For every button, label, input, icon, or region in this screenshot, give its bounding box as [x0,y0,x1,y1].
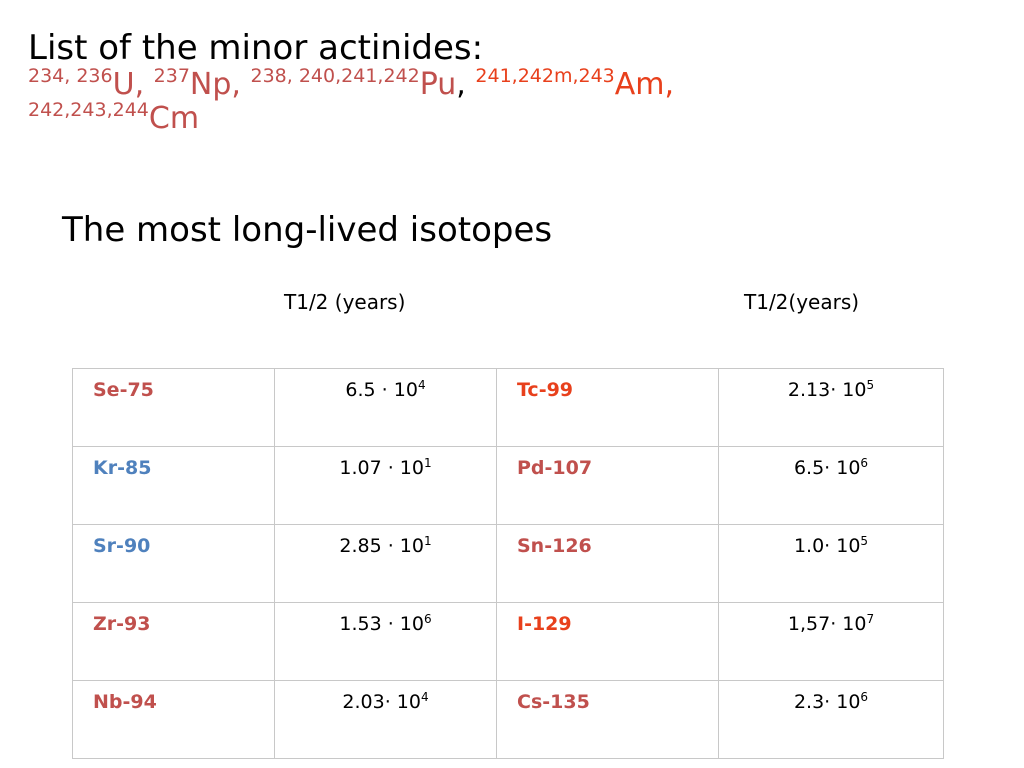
half-life-mantissa: 1.53 · 10 [339,613,424,635]
actinide-list: 234, 236U, 237Np, 238, 240,241,242Pu, 24… [28,67,1008,136]
half-life-value: 1.53 · 106 [274,602,497,681]
half-life-value: 2.85 · 101 [274,524,497,603]
half-life-exponent: 6 [860,690,869,704]
half-life-exponent: 6 [423,612,432,626]
table-row: Zr-93 1.53 · 106 I-129 1,57· 107 [72,602,944,681]
actinide-cm: 242,243,244Cm [28,101,199,136]
half-life-mantissa: 2.03· 10 [342,691,421,713]
section-subtitle: The most long-lived isotopes [62,210,553,250]
actinide-u: 234, 236U, [28,67,144,102]
half-life-exponent: 4 [420,690,429,704]
actinide-np: 237Np, [154,67,241,102]
half-life-value: 2.03· 104 [274,680,497,759]
page-title: List of the minor actinides: [28,28,484,68]
mass-numbers: 237 [153,65,190,87]
isotope-name: Pd-107 [496,446,719,525]
half-life-value: 2.3· 106 [718,680,944,759]
half-life-value: 1.07 · 101 [274,446,497,525]
mass-numbers: 241,242m,243 [475,65,615,87]
element-symbol: Np, [189,67,241,102]
actinide-pu: 238, 240,241,242Pu, [251,67,466,102]
isotope-name: Sn-126 [496,524,719,603]
isotope-name: Nb-94 [72,680,275,759]
isotope-name: Se-75 [72,368,275,447]
half-life-mantissa: 2.13· 10 [787,379,867,401]
element-symbol: Pu [419,67,457,102]
element-symbol: Am, [614,67,675,102]
half-life-mantissa: 1.0· 10 [793,535,861,557]
mass-numbers: 242,243,244 [28,99,149,121]
table-row: Se-75 6.5 · 104 Tc-99 2.13· 105 [72,368,944,447]
isotope-name: Kr-85 [72,446,275,525]
isotope-table: Se-75 6.5 · 104 Tc-99 2.13· 105 Kr-85 1.07 · … [72,368,944,759]
half-life-mantissa: 6.5 · 10 [345,379,418,401]
element-symbol: Cm [148,101,200,136]
slide-heading: List of the minor actinides: 234, 236U, … [28,28,1008,136]
actinide-am: 241,242m,243Am, [475,67,674,102]
half-life-mantissa: 1,57· 10 [787,613,867,635]
separator: , [456,67,466,102]
half-life-exponent: 1 [423,534,432,548]
element-symbol: U, [112,67,145,102]
half-life-exponent: 1 [423,456,432,470]
half-life-value: 6.5 · 104 [274,368,497,447]
column-header-half-life-1: T1/2 (years) [284,290,406,314]
half-life-exponent: 5 [866,378,875,392]
isotope-name: Sr-90 [72,524,275,603]
half-life-mantissa: 2.3· 10 [793,691,861,713]
isotope-name: Tc-99 [496,368,719,447]
half-life-exponent: 6 [860,456,869,470]
column-header-half-life-2: T1/2(years) [744,290,860,314]
isotope-name: Cs-135 [496,680,719,759]
isotope-name: Zr-93 [72,602,275,681]
half-life-mantissa: 1.07 · 10 [339,457,424,479]
isotope-name: I-129 [496,602,719,681]
half-life-value: 1.0· 105 [718,524,944,603]
half-life-mantissa: 6.5· 10 [793,457,861,479]
mass-numbers: 234, 236 [28,65,113,87]
table-row: Sr-90 2.85 · 101 Sn-126 1.0· 105 [72,524,944,603]
half-life-value: 6.5· 106 [718,446,944,525]
half-life-value: 1,57· 107 [718,602,944,681]
mass-numbers: 238, 240,241,242 [250,65,420,87]
table-row: Kr-85 1.07 · 101 Pd-107 6.5· 106 [72,446,944,525]
half-life-exponent: 4 [417,378,426,392]
half-life-mantissa: 2.85 · 10 [339,535,424,557]
half-life-exponent: 5 [860,534,869,548]
half-life-exponent: 7 [866,612,875,626]
half-life-value: 2.13· 105 [718,368,944,447]
table-row: Nb-94 2.03· 104 Cs-135 2.3· 106 [72,680,944,759]
